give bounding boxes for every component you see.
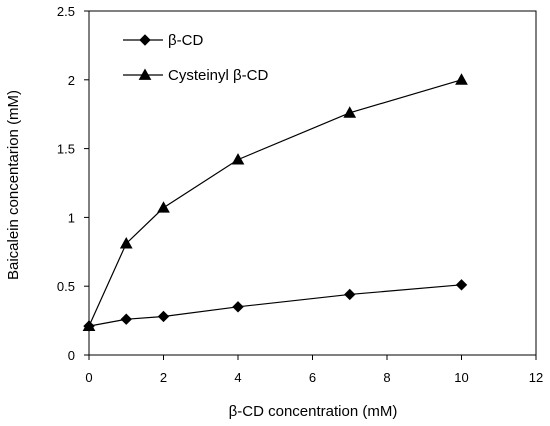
data-point (82, 319, 96, 332)
x-tick-label: 4 (234, 370, 241, 385)
y-tick-label: 0 (68, 348, 75, 363)
series-layer (82, 73, 468, 332)
data-point (455, 73, 468, 85)
series-1 (83, 279, 468, 332)
y-tick-label: 1.5 (57, 142, 75, 157)
y-tick-label: 2 (68, 73, 75, 88)
data-point (119, 237, 133, 249)
data-point (344, 288, 356, 301)
legend-marker (138, 68, 152, 80)
x-tick-label: 10 (454, 370, 468, 385)
y-tick-label: 2.5 (57, 4, 75, 19)
x-tick-label: 6 (309, 370, 316, 385)
x-tick-label: 0 (85, 370, 92, 385)
y-axis-ticks: 0 0.5 1 1.5 2 2.5 (57, 4, 89, 363)
y-tick-label: 1 (68, 210, 75, 225)
plot-frame (88, 10, 537, 356)
x-tick-label: 12 (529, 370, 543, 385)
y-axis-label: Baicalein concentarion (mM) (5, 90, 22, 280)
legend-label: Cysteinyl β-CD (168, 67, 268, 84)
legend-marker (139, 34, 151, 46)
x-axis-ticks: 0 2 4 6 8 10 12 (85, 355, 543, 385)
data-point (455, 279, 468, 291)
data-point (343, 106, 357, 118)
legend: β-CD Cysteinyl β-CD (123, 32, 268, 84)
x-axis-label: β-CD concentration (mM) (229, 403, 398, 420)
data-point (157, 201, 170, 213)
data-point (231, 153, 245, 165)
y-tick-label: 0.5 (57, 279, 75, 294)
series-line (88, 79, 462, 327)
data-point (120, 313, 132, 325)
series-line (88, 284, 462, 327)
series-2 (82, 73, 468, 332)
legend-item: Cysteinyl β-CD (123, 67, 268, 84)
x-tick-label: 2 (160, 370, 167, 385)
legend-label: β-CD (168, 32, 203, 49)
legend-item: β-CD (123, 32, 203, 49)
plot-axes (88, 10, 537, 356)
data-point (157, 310, 170, 323)
x-tick-label: 8 (383, 370, 390, 385)
data-point (232, 301, 244, 313)
